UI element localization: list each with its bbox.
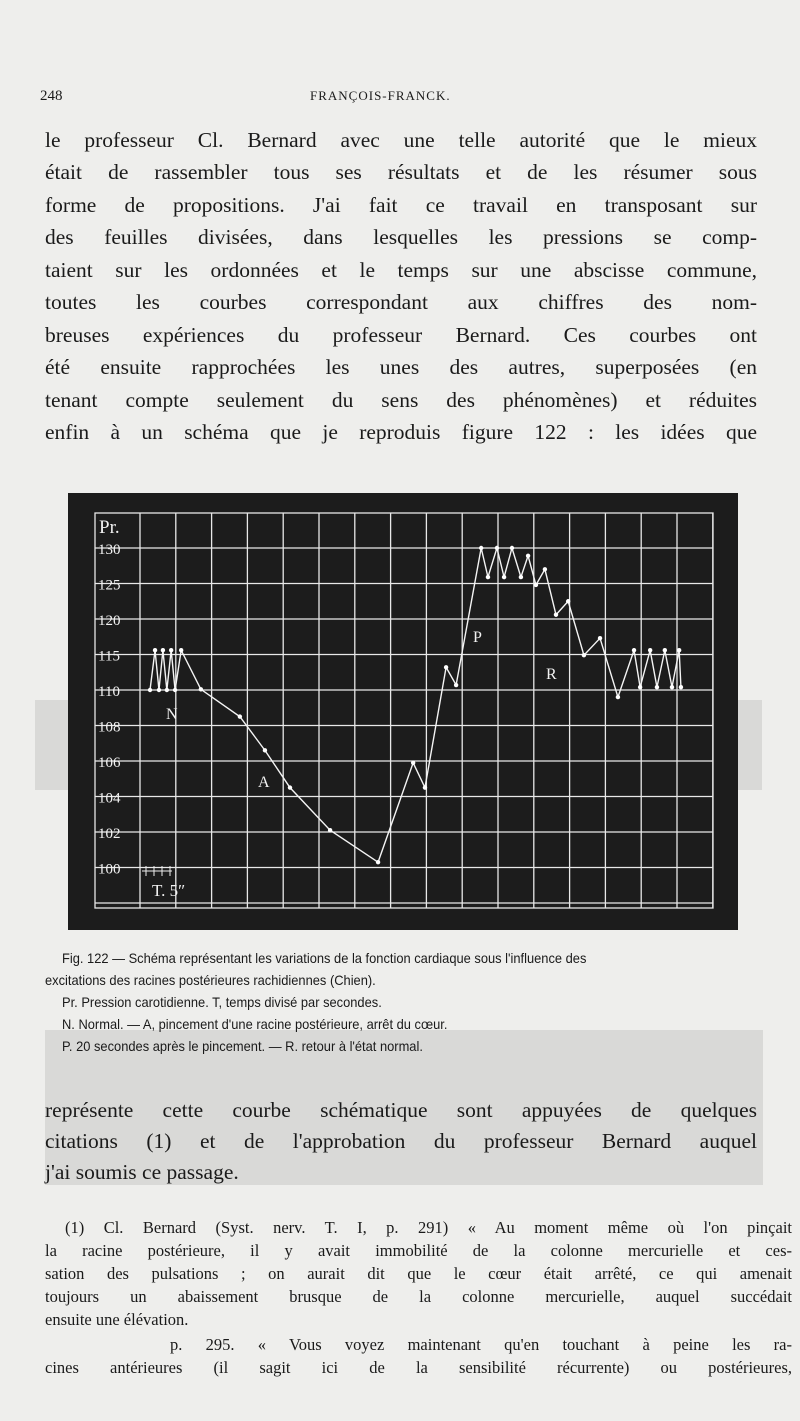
- y-tick-label: 106: [98, 755, 121, 771]
- footnote-line: cines antérieures (il sagit ici de la se…: [45, 1358, 792, 1377]
- curve-point: [565, 599, 571, 604]
- curve-point: [262, 748, 268, 753]
- text-line: taient sur les ordonnées et le temps sur…: [45, 258, 757, 282]
- pressure-schema: Pr. 130 125 120 115 110 108 106 104 102 100 T. 5″…: [94, 512, 714, 909]
- caption-line: N. Normal. — A, pincement d'une racine p…: [62, 1016, 448, 1032]
- label-n: N: [166, 706, 178, 723]
- curve-point: [597, 635, 603, 641]
- label-a: A: [258, 774, 270, 791]
- curve-point: [669, 684, 675, 690]
- text-line: toutes les courbes correspondant aux chi…: [45, 290, 757, 314]
- curve-point: [327, 828, 333, 833]
- axis-title: Pr.: [99, 517, 120, 538]
- text-line: était de rassembler tous ses résultats e…: [45, 160, 757, 184]
- curve-point: [453, 682, 459, 688]
- caption-line: P. 20 secondes après le pincement. — R. …: [62, 1038, 423, 1054]
- curve-point: [518, 574, 524, 580]
- text-line: tenant compte seulement du sens des phén…: [45, 388, 757, 412]
- curve-point: [410, 760, 416, 765]
- curve-point: [676, 648, 682, 653]
- text-line: enfin à un schéma que je reproduis figur…: [45, 420, 757, 444]
- curve-point: [553, 612, 559, 617]
- y-tick-label: 102: [98, 826, 121, 842]
- caption-line: Fig. 122 — Schéma représentant les varia…: [62, 950, 587, 966]
- curve-point: [542, 567, 548, 572]
- caption-line: excitations des racines postérieures rac…: [45, 972, 376, 988]
- curve-point: [494, 545, 500, 551]
- running-title: FRANÇOIS-FRANCK.: [310, 88, 451, 103]
- text-line: été ensuite rapprochées les unes des aut…: [45, 355, 757, 379]
- curve-point: [152, 648, 158, 653]
- grid-border: [94, 512, 714, 909]
- time-ticks: [142, 866, 172, 876]
- text-line: des feuilles divisées, dans lesquelles l…: [45, 225, 757, 249]
- footnote-line: toujours un abaissement brusque de la co…: [45, 1287, 792, 1306]
- time-label: T. 5″: [152, 881, 185, 900]
- y-tick-label: 108: [98, 720, 121, 736]
- label-p: P: [473, 629, 482, 646]
- footnote-line: ensuite une élévation.: [45, 1310, 189, 1329]
- curve-point: [501, 574, 507, 580]
- curve-point: [485, 574, 491, 580]
- curve-point: [375, 859, 381, 865]
- caption-line: Pr. Pression carotidienne. T, temps divi…: [62, 994, 382, 1010]
- curve-point: [533, 582, 539, 588]
- curve-point: [662, 648, 668, 653]
- y-tick-label: 115: [98, 649, 120, 665]
- curve-point: [172, 687, 178, 693]
- curve-point: [654, 684, 660, 690]
- text-line: j'ai soumis ce passage.: [45, 1160, 239, 1184]
- curve-point: [147, 687, 153, 693]
- curve-point: [647, 648, 653, 653]
- y-tick-label: 120: [98, 613, 121, 629]
- curve-point: [156, 687, 162, 693]
- curve-point: [478, 545, 484, 551]
- curve-point: [615, 694, 621, 700]
- curve-point: [422, 785, 428, 790]
- y-tick-label: 100: [98, 862, 121, 878]
- curve-point: [198, 687, 204, 692]
- curve-point: [178, 648, 184, 653]
- footnote-line: sation des pulsations ; on aurait dit qu…: [45, 1264, 792, 1283]
- y-tick-label: 110: [98, 684, 120, 700]
- text-line: représente cette courbe schématique sont…: [45, 1098, 757, 1122]
- text-line: citations (1) et de l'approbation du pro…: [45, 1129, 757, 1153]
- footnote-line: la racine postérieure, il y avait immobi…: [45, 1241, 792, 1260]
- curve-point: [287, 785, 293, 790]
- curve-point: [581, 653, 587, 658]
- scan-shadow: [45, 1030, 763, 1185]
- page-number: 248: [40, 88, 63, 104]
- footnote-line: (1) Cl. Bernard (Syst. nerv. T. I, p. 29…: [65, 1218, 792, 1237]
- curve-point: [164, 687, 170, 693]
- curve-point: [637, 684, 643, 690]
- curve-point: [631, 648, 637, 653]
- curve-point: [525, 553, 531, 559]
- text-line: breuses expériences du professeur Bernar…: [45, 323, 757, 347]
- scan-shadow: [35, 700, 68, 790]
- figure-122: Pr. 130 125 120 115 110 108 106 104 102 100 T. 5″…: [68, 493, 738, 930]
- text-line: le professeur Cl. Bernard avec une telle…: [45, 128, 757, 152]
- curve-point: [168, 648, 174, 653]
- y-tick-label: 125: [98, 578, 121, 594]
- curve-point: [678, 684, 684, 690]
- curve-point: [509, 545, 515, 551]
- y-tick-label: 104: [98, 791, 121, 807]
- pressure-curve: [149, 545, 682, 864]
- curve-point: [237, 714, 243, 719]
- curve-point: [160, 648, 166, 653]
- scan-shadow: [738, 700, 762, 790]
- label-r: R: [546, 666, 557, 683]
- text-line: forme de propositions. J'ai fait ce trav…: [45, 193, 757, 217]
- footnote-line: p. 295. « Vous voyez maintenant qu'en to…: [170, 1335, 792, 1354]
- y-tick-label: 130: [98, 542, 121, 558]
- curve-point: [443, 665, 449, 670]
